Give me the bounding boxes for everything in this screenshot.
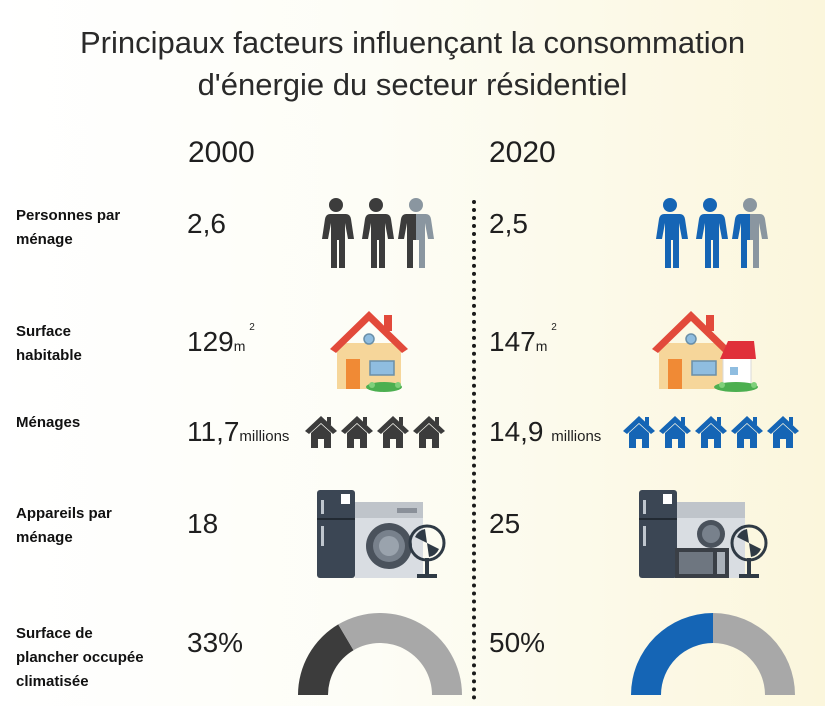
small-house-icon xyxy=(305,416,337,448)
small-house-icon xyxy=(413,416,445,448)
households-2000-houses xyxy=(305,416,445,448)
households-2000-number: 11,7 xyxy=(187,416,240,447)
surface-2020-unit-exp: 2 xyxy=(551,322,557,333)
persons-2000-value: 2,6 xyxy=(187,208,226,239)
year-2000: 2000 xyxy=(188,136,255,169)
row-label-aircon-line1: Surface de xyxy=(16,625,93,642)
small-house-icon xyxy=(767,416,799,448)
households-2000-unit: millions xyxy=(239,428,290,445)
house-icon xyxy=(330,311,408,392)
house-icon-extended xyxy=(652,311,758,392)
row-label-persons-line2: ménage xyxy=(16,231,73,248)
title-line-2: d'énergie du secteur résidentiel xyxy=(197,67,628,102)
year-2020: 2020 xyxy=(489,136,556,169)
households-2000-value: 11,7millions xyxy=(187,416,289,448)
surface-2000-unit-exp: 2 xyxy=(249,322,255,333)
gauge-filled-arc xyxy=(298,624,354,695)
gauge-remaining-arc xyxy=(713,613,795,695)
aircon-2000-gauge xyxy=(298,613,462,695)
row-label-surface-line2: habitable xyxy=(16,347,82,364)
people-icon-blue xyxy=(656,198,768,268)
row-label-persons: Personnes par ménage xyxy=(16,204,120,252)
row-label-aircon: Surface de plancher occupée climatisée xyxy=(16,622,144,694)
row-label-surface: Surface habitable xyxy=(16,320,82,368)
small-house-icon xyxy=(341,416,373,448)
surface-2000-unit: m 2 xyxy=(233,322,255,354)
column-divider xyxy=(472,200,476,700)
title-line-1: Principaux facteurs influençant la conso… xyxy=(79,25,746,60)
surface-2020-number: 147 xyxy=(489,326,536,357)
surface-2020-unit: m 2 xyxy=(535,322,557,354)
aircon-2020-gauge xyxy=(631,613,795,695)
households-2020-unit: millions xyxy=(551,428,602,445)
people-icon xyxy=(322,198,434,268)
row-label-appliances: Appareils par ménage xyxy=(16,502,112,550)
surface-2000-value: 129m 2 xyxy=(187,322,255,358)
row-label-surface-line1: Surface xyxy=(16,323,72,340)
row-label-appliances-line1: Appareils par xyxy=(16,505,112,522)
small-house-icon xyxy=(695,416,727,448)
aircon-2000-value: 33% xyxy=(187,627,244,658)
row-label-appliances-line2: ménage xyxy=(16,529,73,546)
gauge-remaining-arc xyxy=(338,613,462,695)
appliances-2020-value: 25 xyxy=(489,508,521,539)
persons-2020-value: 2,5 xyxy=(489,208,528,239)
appliances-icon xyxy=(317,490,446,578)
households-2020-value: 14,9 millions xyxy=(489,416,601,448)
appliances-icon-extended xyxy=(639,490,768,578)
person-icon xyxy=(322,198,354,268)
row-label-persons-line1: Personnes par xyxy=(16,207,121,224)
households-2020-houses xyxy=(623,416,799,448)
appliances-2000-value: 18 xyxy=(187,508,219,539)
surface-2000-number: 129 xyxy=(187,326,234,357)
row-label-aircon-line3: climatisée xyxy=(16,673,89,690)
surface-2000-unit-base: m xyxy=(233,338,246,354)
page-title: Principaux facteurs influençant la conso… xyxy=(0,22,825,106)
row-label-aircon-line2: plancher occupée xyxy=(16,649,144,666)
small-house-icon xyxy=(623,416,655,448)
small-house-icon xyxy=(731,416,763,448)
households-2020-number: 14,9 xyxy=(489,416,544,447)
row-label-households: Ménages xyxy=(16,414,81,431)
gauge-filled-arc xyxy=(631,613,713,695)
small-house-icon xyxy=(659,416,691,448)
surface-2020-value: 147m 2 xyxy=(489,322,557,358)
small-house-icon xyxy=(377,416,409,448)
surface-2020-unit-base: m xyxy=(535,338,548,354)
aircon-2020-value: 50% xyxy=(489,627,546,658)
